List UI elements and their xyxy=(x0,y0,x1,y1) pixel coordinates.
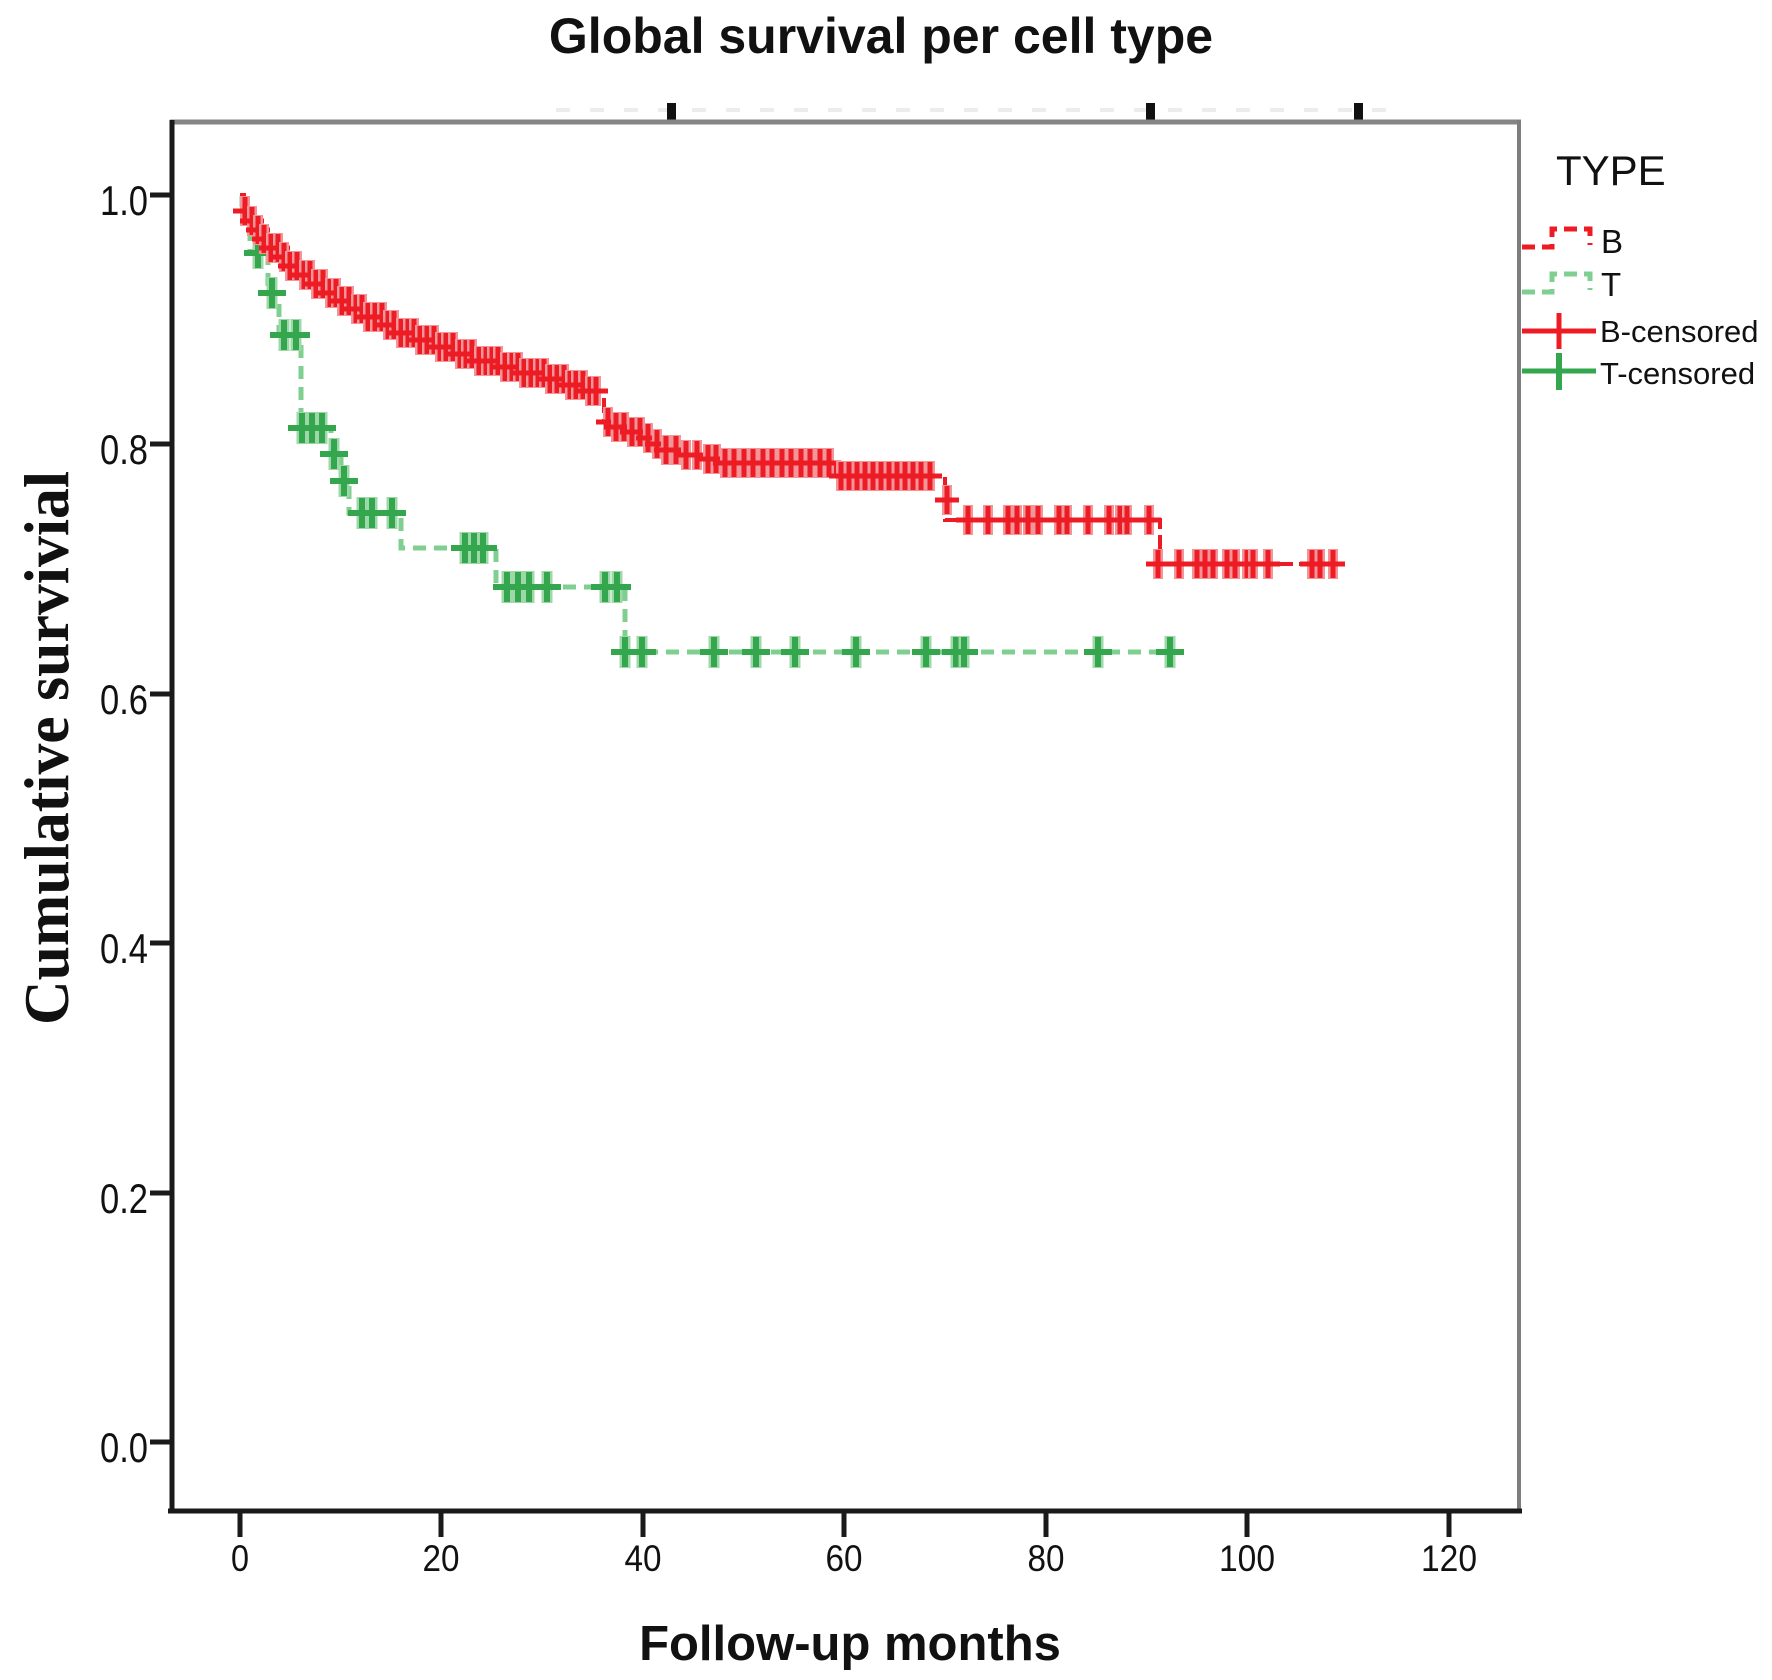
svg-text:0.6: 0.6 xyxy=(100,676,148,723)
svg-text:0.4: 0.4 xyxy=(100,925,148,972)
svg-text:60: 60 xyxy=(826,1538,863,1579)
svg-text:0.2: 0.2 xyxy=(100,1175,148,1222)
svg-text:T-censored: T-censored xyxy=(1600,356,1755,391)
svg-text:40: 40 xyxy=(625,1538,662,1579)
svg-text:T: T xyxy=(1601,266,1621,303)
svg-text:TYPE: TYPE xyxy=(1556,147,1666,194)
svg-text:0: 0 xyxy=(231,1538,249,1579)
svg-text:B: B xyxy=(1601,223,1623,260)
svg-text:20: 20 xyxy=(423,1538,460,1579)
svg-text:0.0: 0.0 xyxy=(100,1424,148,1471)
svg-text:0.8: 0.8 xyxy=(100,426,148,473)
svg-text:100: 100 xyxy=(1219,1538,1275,1579)
svg-text:120: 120 xyxy=(1421,1538,1477,1579)
svg-text:B-censored: B-censored xyxy=(1600,314,1759,349)
svg-text:1.0: 1.0 xyxy=(100,177,148,224)
svg-text:Cumulative survivial: Cumulative survivial xyxy=(11,471,82,1025)
svg-text:Follow-up months: Follow-up months xyxy=(639,1617,1061,1671)
svg-text:80: 80 xyxy=(1028,1538,1065,1579)
svg-text:Global survival per cell type: Global survival per cell type xyxy=(549,8,1213,64)
